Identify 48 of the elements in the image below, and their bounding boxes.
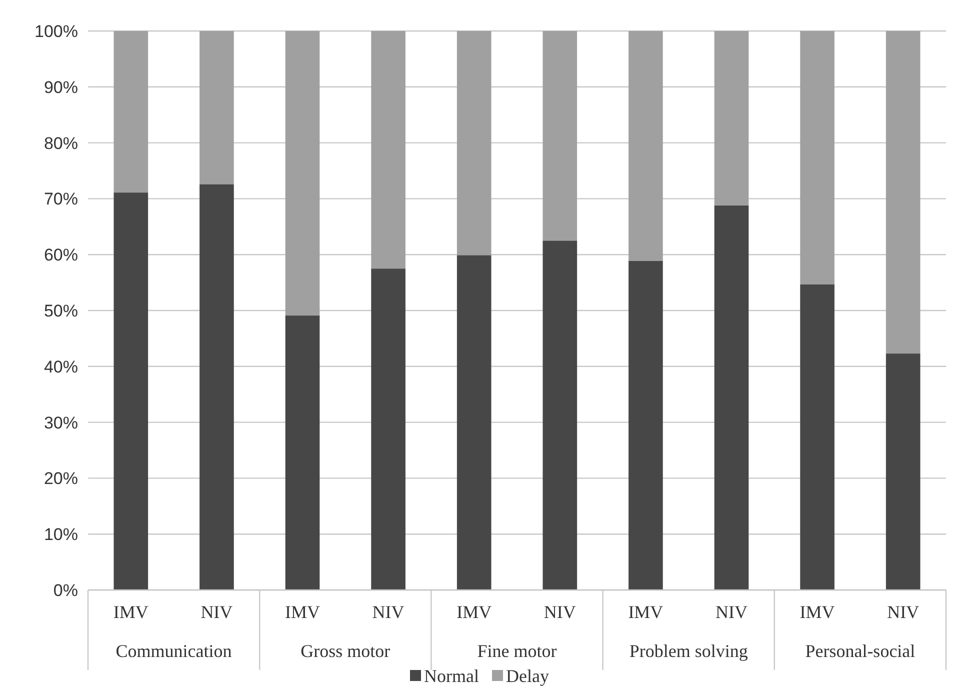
- x-tick-label: IMV: [285, 602, 320, 622]
- x-tick-label: IMV: [113, 602, 148, 622]
- bar: [542, 240, 578, 590]
- bar: [285, 316, 320, 590]
- bar: [628, 260, 663, 590]
- legend-label: Delay: [506, 666, 549, 686]
- y-tick-label: 20%: [44, 469, 78, 488]
- y-tick-label: 30%: [44, 413, 78, 432]
- text: Personal-social: [805, 641, 916, 661]
- bar: [200, 184, 234, 590]
- text: Fine motor: [477, 641, 557, 661]
- x-tick-label: NIV: [716, 602, 748, 622]
- y-tick-label: 100%: [34, 22, 78, 41]
- y-tick-label: 40%: [44, 357, 78, 376]
- bar: [886, 354, 920, 590]
- bar: [714, 31, 749, 206]
- bar: [285, 31, 320, 316]
- x-tick-label: NIV: [200, 602, 233, 622]
- bar: [714, 205, 749, 590]
- text: Communication: [116, 641, 232, 661]
- x-tick-label: NIV: [372, 602, 404, 622]
- legend-label: Normal: [424, 666, 479, 686]
- y-tick-label: 80%: [44, 134, 78, 153]
- x-tick-label: NIV: [544, 602, 576, 622]
- text: Gross motor: [300, 641, 390, 661]
- bar: [114, 31, 148, 193]
- bar: [200, 31, 234, 184]
- bar: [371, 31, 406, 269]
- bar: [886, 31, 920, 354]
- x-tick-label: NIV: [887, 602, 920, 622]
- y-tick-label: 90%: [44, 78, 78, 97]
- bar: [800, 31, 834, 284]
- bar: [371, 268, 406, 590]
- bar: [114, 192, 148, 590]
- bar: [628, 31, 663, 261]
- x-tick-label: IMV: [800, 602, 835, 622]
- y-tick-label: 60%: [44, 246, 78, 265]
- y-tick-label: 50%: [44, 301, 78, 320]
- bar: [456, 255, 492, 590]
- x-tick-label: IMV: [456, 602, 492, 622]
- y-tick-label: 0%: [53, 580, 78, 600]
- text: Problem solving: [629, 641, 748, 661]
- bar: [800, 284, 834, 590]
- x-tick-label: IMV: [628, 602, 664, 622]
- bar: [542, 31, 578, 241]
- y-tick-label: 10%: [44, 525, 78, 544]
- y-tick-label: 70%: [44, 190, 78, 209]
- bar: [456, 31, 492, 256]
